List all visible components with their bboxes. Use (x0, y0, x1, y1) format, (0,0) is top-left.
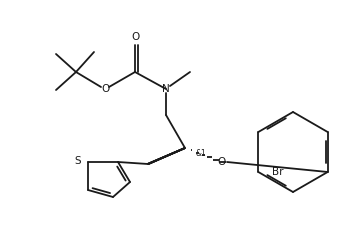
Text: O: O (218, 157, 226, 167)
Text: &1: &1 (195, 149, 206, 158)
Text: S: S (74, 156, 81, 166)
Text: O: O (101, 84, 109, 94)
Text: N: N (162, 84, 170, 94)
Text: Br: Br (272, 167, 284, 177)
Text: O: O (131, 32, 139, 42)
